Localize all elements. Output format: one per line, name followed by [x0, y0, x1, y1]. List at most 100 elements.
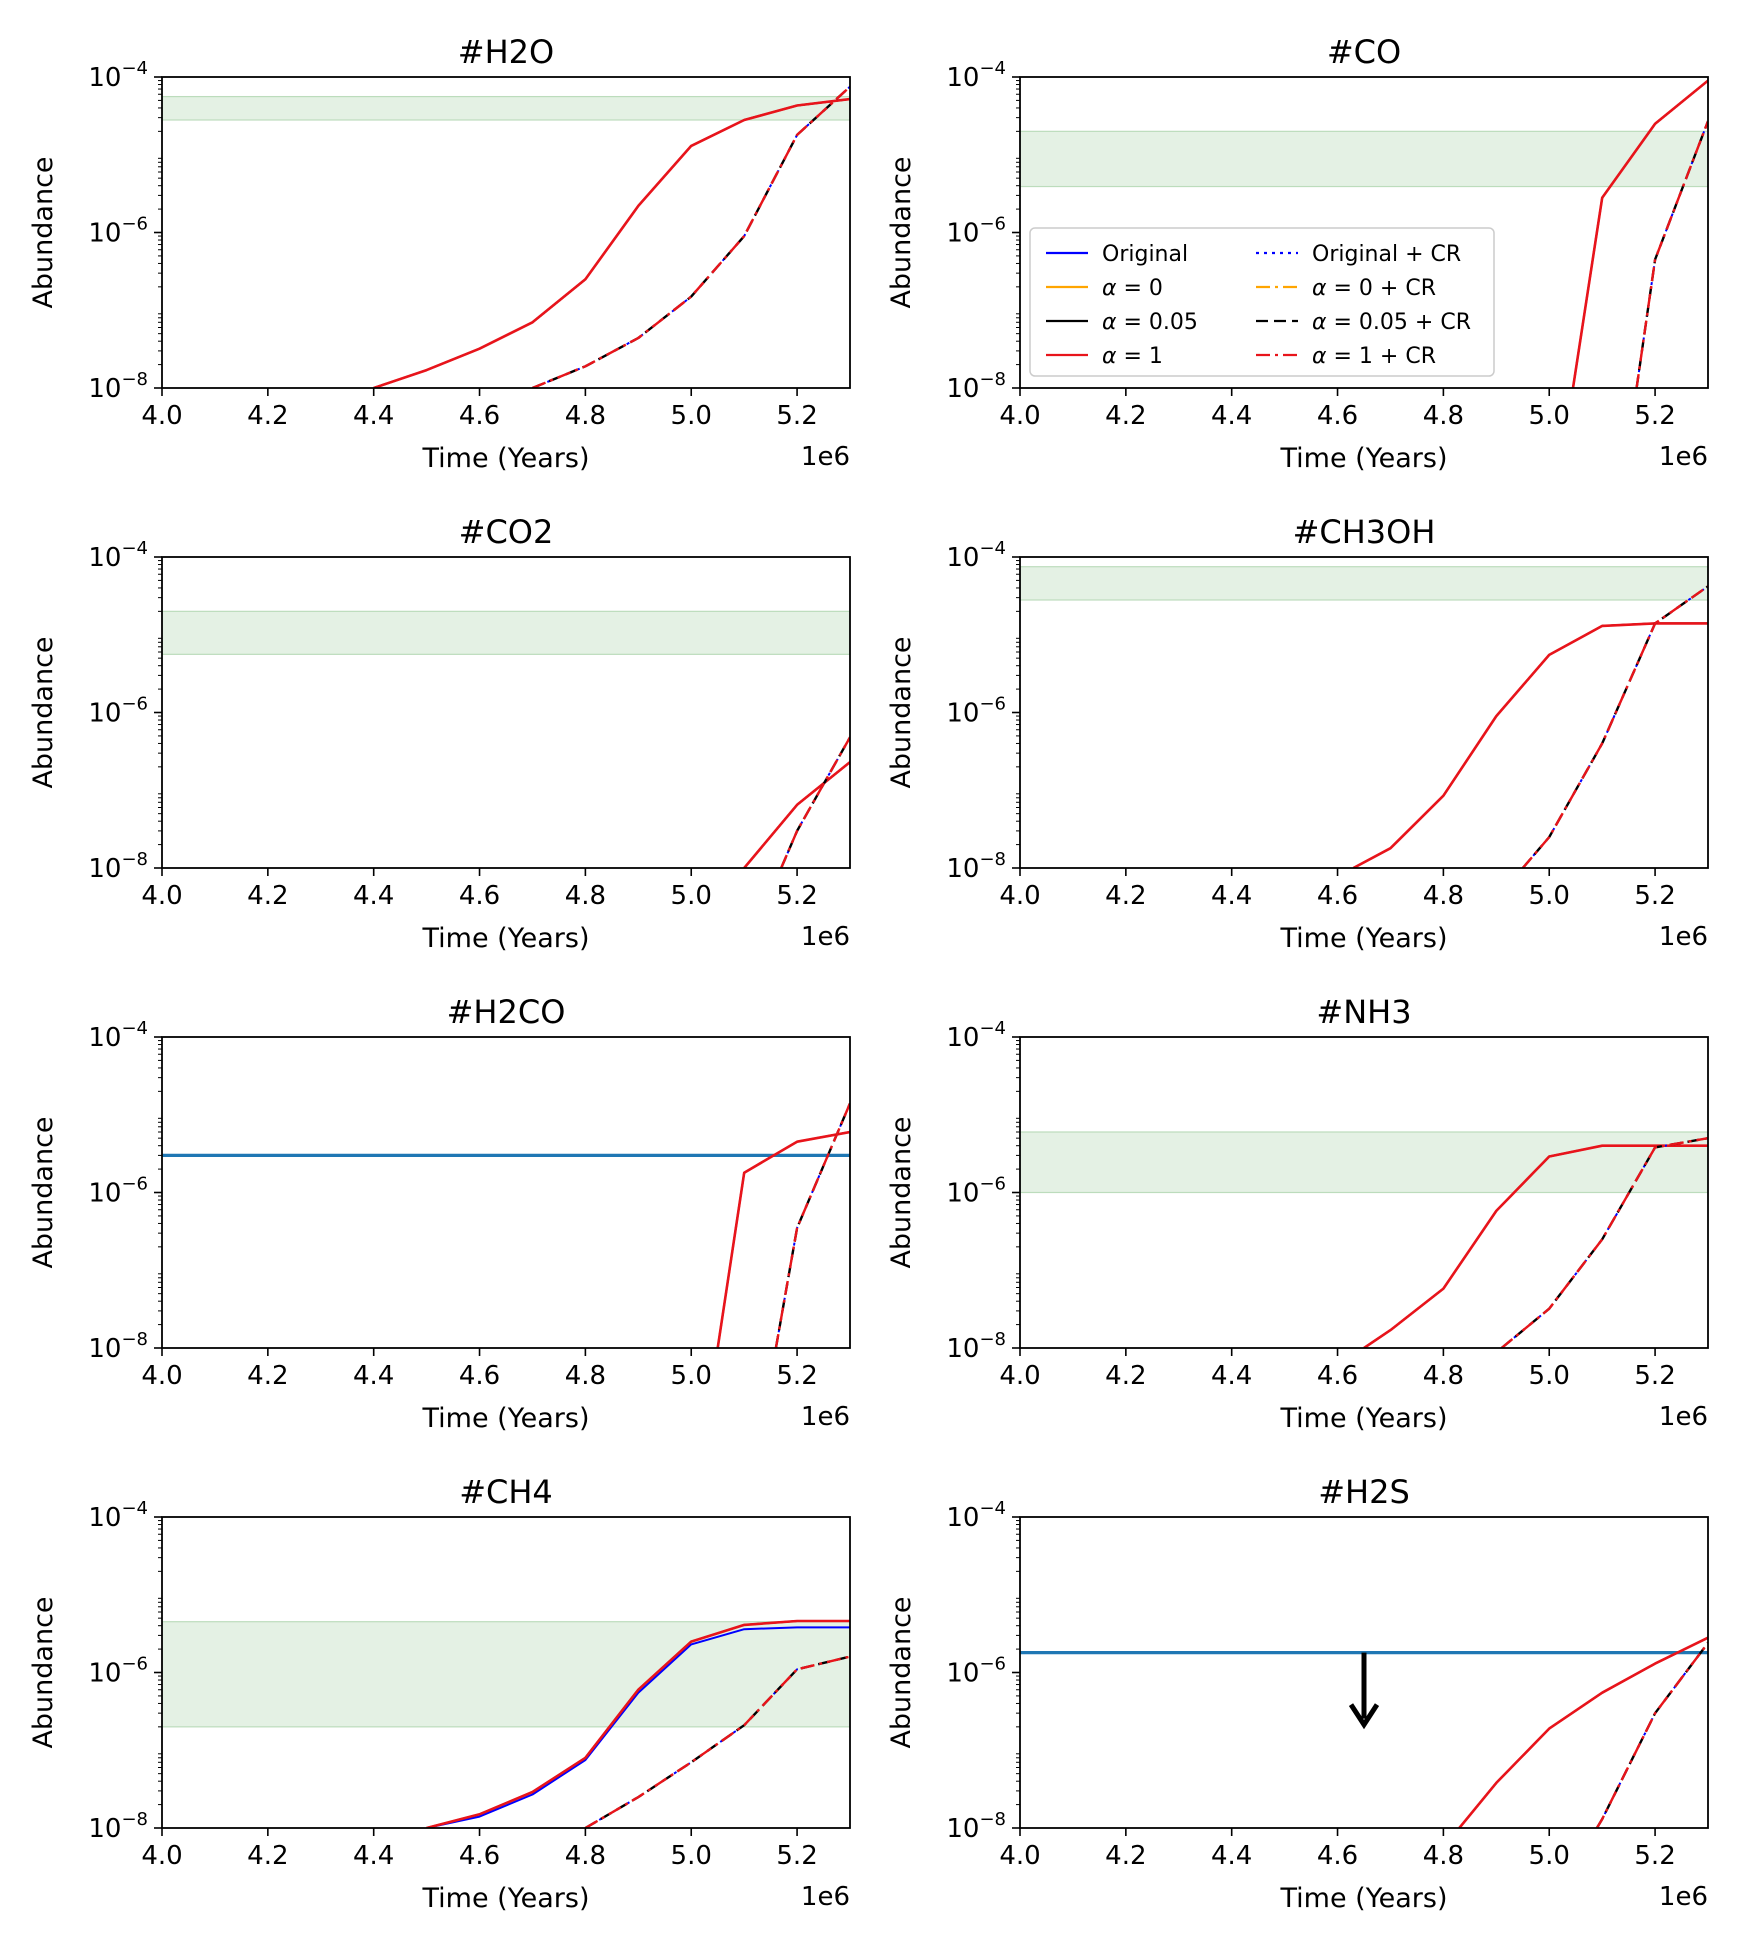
y-tick-label: 10−6: [946, 1174, 1006, 1209]
y-tick-label: 10−8: [88, 1809, 148, 1844]
x-offset-label: 1e6: [801, 1402, 850, 1432]
series-alpha-1: [716, 1130, 850, 1348]
y-axis-label: Abundance: [886, 1116, 917, 1268]
y-tick-label: 10−6: [946, 1654, 1006, 1689]
x-axis-label: Time (Years): [422, 443, 590, 474]
y-tick-label: 10−8: [946, 1329, 1006, 1364]
x-tick-label: 4.6: [459, 1361, 500, 1391]
observed-band: [1020, 130, 1708, 188]
series-alpha-1-cr: [1635, 120, 1708, 388]
panel-title: #H2O: [458, 33, 554, 71]
x-tick-label: 4.8: [565, 1841, 606, 1871]
series-alpha-0.05: [716, 1131, 850, 1348]
x-axis-label: Time (Years): [1280, 1403, 1448, 1434]
x-tick-label: 4.8: [1423, 1841, 1464, 1871]
y-axis-label: Abundance: [886, 636, 917, 788]
x-tick-label: 4.0: [141, 881, 182, 911]
series-alpha-1-cr: [532, 85, 850, 388]
y-tick-label: 10−6: [946, 214, 1006, 249]
series-original-cr: [532, 85, 850, 388]
x-tick-label: 4.6: [459, 1841, 500, 1871]
series-original-cr: [1596, 1642, 1708, 1828]
x-tick-label: 4.2: [1105, 1841, 1146, 1871]
x-offset-label: 1e6: [1659, 1402, 1708, 1432]
y-tick-label: 10−8: [946, 1809, 1006, 1844]
y-tick-label: 10−4: [946, 1018, 1006, 1053]
x-offset-label: 1e6: [1659, 442, 1708, 472]
panel-ch4: 4.0 4.2 4.4 4.6 4.8 5.0 5.2 10−8 10−6 10−4 #CH4 Tim…: [28, 1473, 851, 1914]
x-tick-label: 4.0: [999, 881, 1040, 911]
series-alpha-1: [1352, 622, 1708, 868]
x-tick-label: 4.4: [1211, 1841, 1252, 1871]
x-tick-label: 4.2: [1105, 1361, 1146, 1391]
x-tick-label: 5.2: [1634, 1841, 1675, 1871]
y-tick-label: 10−8: [88, 1329, 148, 1364]
panel-ch3oh: 4.0 4.2 4.4 4.6 4.8 5.0 5.2 10−8 10−6 10−4 #CH3OH T…: [886, 513, 1709, 954]
legend: Original α = 0 α = 0.05 α = 1 Original + CR α…: [1029, 227, 1495, 377]
x-tick-label: 5.0: [671, 401, 712, 431]
y-axis-label: Abundance: [28, 636, 59, 788]
series-alpha-0: [1458, 1636, 1708, 1828]
panel-co: 4.0 4.2 4.4 4.6 4.8 5.0 5.2 10−8 10−6 10−4 #CO Time…: [886, 33, 1709, 474]
series-alpha-1-cr: [774, 1102, 850, 1348]
series-alpha-1: [1571, 79, 1708, 388]
x-tick-label: 5.2: [1634, 401, 1675, 431]
legend-label: Original: [1102, 242, 1188, 267]
x-tick-label: 4.0: [141, 1361, 182, 1391]
observed-band: [1020, 566, 1708, 601]
axes-frame: [1019, 556, 1709, 869]
x-tick-label: 4.8: [1423, 1361, 1464, 1391]
observed-band: [1020, 1131, 1708, 1194]
x-axis-label: Time (Years): [1280, 1883, 1448, 1914]
x-tick-label: 4.6: [1317, 1361, 1358, 1391]
x-tick-label: 4.4: [1211, 1361, 1252, 1391]
series-alpha-0: [743, 761, 850, 868]
series-alpha-0.05: [743, 761, 850, 868]
panel-h2co: 4.0 4.2 4.4 4.6 4.8 5.0 5.2 10−8 10−6 10−4 #H2CO Ti…: [28, 993, 851, 1434]
series-alpha-1: [373, 97, 850, 388]
y-tick-label: 10−8: [946, 369, 1006, 404]
x-tick-label: 5.2: [776, 1841, 817, 1871]
series-original: [426, 1626, 850, 1828]
y-tick-label: 10−6: [88, 1654, 148, 1689]
panel-title: #CO: [1327, 33, 1401, 71]
x-tick-label: 4.8: [565, 881, 606, 911]
x-tick-label: 4.4: [353, 401, 394, 431]
axes-frame: [161, 76, 851, 389]
panel-title: #CO2: [459, 513, 554, 551]
x-tick-label: 4.8: [565, 1361, 606, 1391]
x-tick-label: 4.4: [353, 1841, 394, 1871]
series-alpha-0.05-cr: [532, 85, 850, 388]
x-axis-label: Time (Years): [422, 923, 590, 954]
legend-label: α = 0: [1102, 276, 1163, 301]
x-offset-label: 1e6: [801, 442, 850, 472]
x-tick-label: 4.8: [1423, 401, 1464, 431]
x-tick-label: 4.2: [247, 1361, 288, 1391]
series-alpha-0.05: [1458, 1636, 1708, 1828]
axes-frame: [161, 556, 851, 869]
y-axis-label: Abundance: [28, 1116, 59, 1268]
x-tick-label: 5.0: [1529, 1841, 1570, 1871]
x-tick-label: 4.6: [1317, 1841, 1358, 1871]
y-tick-label: 10−4: [88, 538, 148, 573]
x-tick-label: 4.4: [353, 881, 394, 911]
axes-frame: [161, 1036, 851, 1349]
x-tick-label: 4.4: [1211, 881, 1252, 911]
series-alpha-0-cr: [1596, 1642, 1708, 1828]
x-offset-label: 1e6: [801, 1882, 850, 1912]
x-tick-label: 5.0: [671, 1361, 712, 1391]
series-alpha-0-cr: [1522, 585, 1708, 868]
series-alpha-1: [426, 1619, 850, 1828]
x-tick-label: 5.0: [1529, 881, 1570, 911]
x-tick-label: 4.2: [247, 1841, 288, 1871]
x-tick-label: 4.2: [247, 401, 288, 431]
observed-band: [162, 95, 850, 121]
series-alpha-0.05-cr: [1521, 585, 1708, 868]
y-axis-label: Abundance: [28, 156, 59, 308]
series-alpha-0-cr: [532, 85, 850, 388]
series-original: [743, 761, 850, 868]
x-tick-label: 5.0: [1529, 401, 1570, 431]
observed-band: [162, 610, 850, 655]
upper-limit-arrowhead: [1348, 1703, 1380, 1730]
x-tick-label: 5.2: [776, 1361, 817, 1391]
